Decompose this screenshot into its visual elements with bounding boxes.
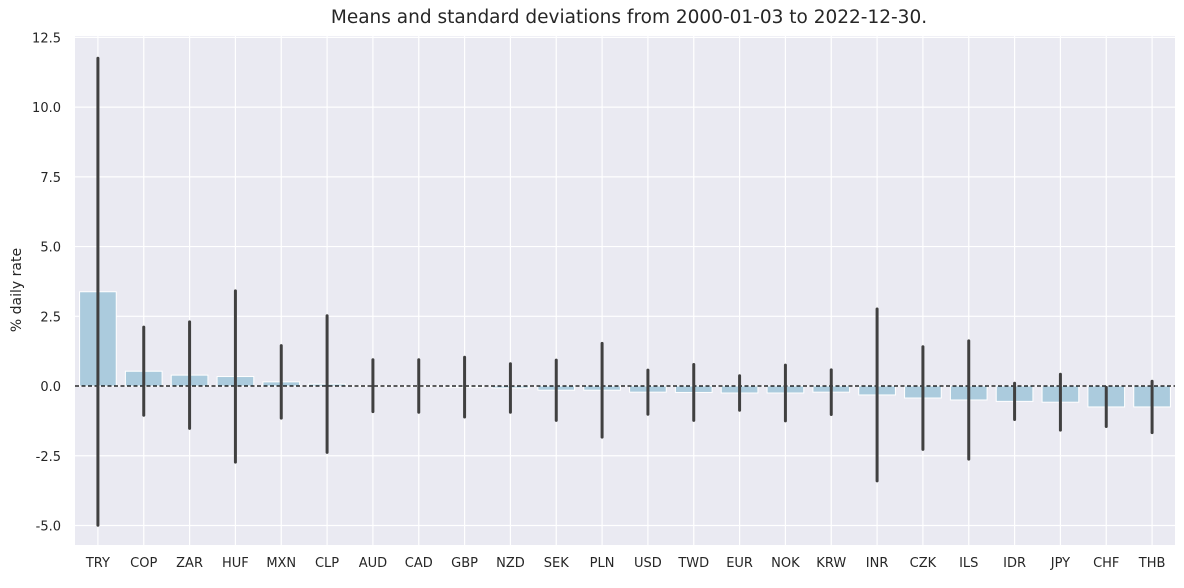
y-tick-label: 7.5 (40, 171, 61, 186)
y-axis-label: % daily rate (9, 248, 25, 332)
y-tick-label: -5.0 (36, 519, 61, 534)
x-tick-label: THB (1138, 556, 1166, 571)
y-tick-label: 5.0 (40, 241, 61, 256)
y-tick-label: 10.0 (32, 101, 61, 116)
y-tick-label: 2.5 (40, 310, 61, 325)
x-tick-label: GBP (451, 556, 478, 571)
x-tick-label: COP (130, 556, 157, 571)
x-tick-label: TRY (85, 556, 110, 571)
x-tick-label: CAD (405, 556, 433, 571)
x-tick-labels: TRY COP ZAR HUF MXN CLP AUD CAD GBP NZD SEK PLN USD T… (85, 556, 1166, 571)
gridlines (75, 36, 1175, 545)
x-tick-label: JPY (1050, 556, 1070, 571)
x-tick-label: ILS (959, 556, 978, 571)
x-tick-label: ZAR (176, 556, 203, 571)
x-tick-label: MXN (266, 556, 296, 571)
y-tick-labels: -5.0 -2.5 0.0 2.5 5.0 7.5 10.0 12.5 (32, 31, 61, 534)
y-tick-label: -2.5 (36, 450, 61, 465)
x-tick-label: HUF (222, 556, 249, 571)
x-tick-label: PLN (590, 556, 615, 571)
x-tick-label: CZK (910, 556, 937, 571)
x-tick-label: NZD (496, 556, 525, 571)
y-tick-label: 12.5 (32, 31, 61, 46)
x-tick-label: TWD (677, 556, 709, 571)
plot-area (75, 36, 1175, 545)
x-tick-label: USD (634, 556, 662, 571)
x-tick-label: CLP (315, 556, 339, 571)
x-tick-label: INR (866, 556, 889, 571)
x-tick-label: KRW (816, 556, 846, 571)
x-tick-label: EUR (726, 556, 753, 571)
x-tick-label: IDR (1003, 556, 1026, 571)
x-tick-label: NOK (771, 556, 800, 571)
x-tick-label: AUD (359, 556, 387, 571)
y-tick-label: 0.0 (40, 380, 61, 395)
error-bars (96, 56, 1154, 527)
x-tick-label: SEK (544, 556, 569, 571)
x-tick-label: CHF (1093, 556, 1119, 571)
chart-title: Means and standard deviations from 2000-… (331, 7, 927, 28)
